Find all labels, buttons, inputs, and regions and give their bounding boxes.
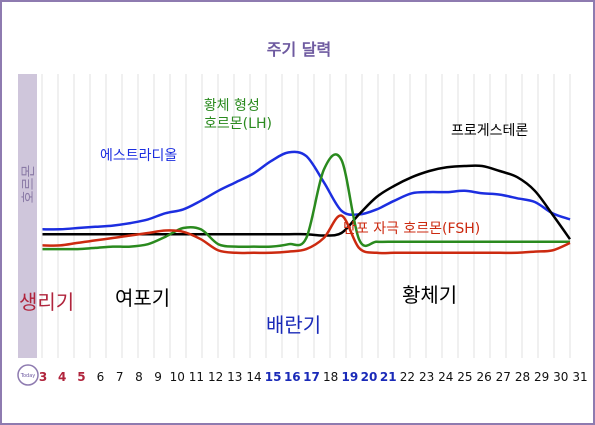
day-label: 5 — [77, 370, 85, 384]
today-badge-label: Today — [20, 373, 36, 379]
day-label: 6 — [97, 370, 105, 384]
series-labels: 에스트라디올 황체 형성 호르몬(LH) 프로게스테론 난포 자극 호르몬(FS… — [100, 98, 528, 237]
series-label-progesterone: 프로게스테론 — [451, 123, 528, 139]
series-label-lh-line1: 황체 형성 — [204, 98, 260, 114]
today-badge[interactable]: Today — [17, 364, 39, 386]
day-label: 26 — [476, 370, 491, 384]
day-axis: 3 4 5 6 7 8 9 10 11 12 13 14 15 16 17 18 19 20 21 22 23 24 25 2… — [39, 370, 588, 384]
day-label: 16 — [284, 370, 301, 384]
day-label: 13 — [227, 370, 242, 384]
day-label: 11 — [189, 370, 204, 384]
series-label-fsh: 난포 자극 호르몬(FSH) — [343, 221, 480, 237]
day-label: 17 — [303, 370, 320, 384]
day-label: 22 — [400, 370, 415, 384]
y-axis-band — [18, 74, 37, 358]
phase-label-luteal: 황체기 — [402, 283, 457, 307]
day-label: 9 — [154, 370, 162, 384]
phase-label-menstrual: 생리기 — [19, 290, 74, 314]
day-label: 28 — [515, 370, 530, 384]
day-label: 12 — [208, 370, 223, 384]
day-label: 7 — [116, 370, 124, 384]
day-label: 8 — [135, 370, 143, 384]
series-line-estradiol — [42, 150, 571, 231]
day-label: 21 — [380, 370, 397, 384]
series-label-lh: 황체 형성 호르몬(LH) — [204, 98, 272, 132]
day-label: 20 — [361, 370, 378, 384]
day-label: 10 — [170, 370, 185, 384]
day-label: 19 — [342, 370, 359, 384]
day-label: 29 — [534, 370, 549, 384]
gridlines — [41, 74, 571, 358]
day-label: 23 — [419, 370, 434, 384]
day-label: 30 — [553, 370, 568, 384]
y-axis-label: 호르몬 — [21, 165, 37, 204]
day-label: 27 — [496, 370, 511, 384]
day-label: 25 — [457, 370, 472, 384]
phase-label-ovulation: 배란기 — [266, 313, 321, 337]
day-label: 14 — [246, 370, 261, 384]
series-line-progesterone — [42, 164, 572, 240]
series-label-lh-line2: 호르몬(LH) — [204, 116, 272, 132]
series-line-fsh — [42, 214, 571, 255]
day-label: 3 — [39, 370, 47, 384]
series-label-estradiol: 에스트라디올 — [100, 148, 177, 164]
series-lines — [42, 150, 572, 255]
day-label: 24 — [438, 370, 453, 384]
day-label: 15 — [265, 370, 282, 384]
day-label: 18 — [323, 370, 338, 384]
day-label: 31 — [572, 370, 587, 384]
today-badge-circle[interactable] — [17, 364, 39, 386]
phase-label-follicular: 여포기 — [115, 286, 170, 310]
day-label: 4 — [58, 370, 66, 384]
series-line-lh — [42, 153, 570, 251]
phase-labels: 생리기 여포기 배란기 황체기 — [19, 283, 457, 337]
chart-title: 주기 달력 — [267, 40, 331, 59]
